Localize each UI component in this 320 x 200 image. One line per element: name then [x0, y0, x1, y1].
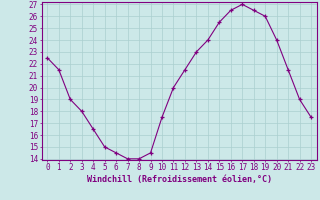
X-axis label: Windchill (Refroidissement éolien,°C): Windchill (Refroidissement éolien,°C) — [87, 175, 272, 184]
